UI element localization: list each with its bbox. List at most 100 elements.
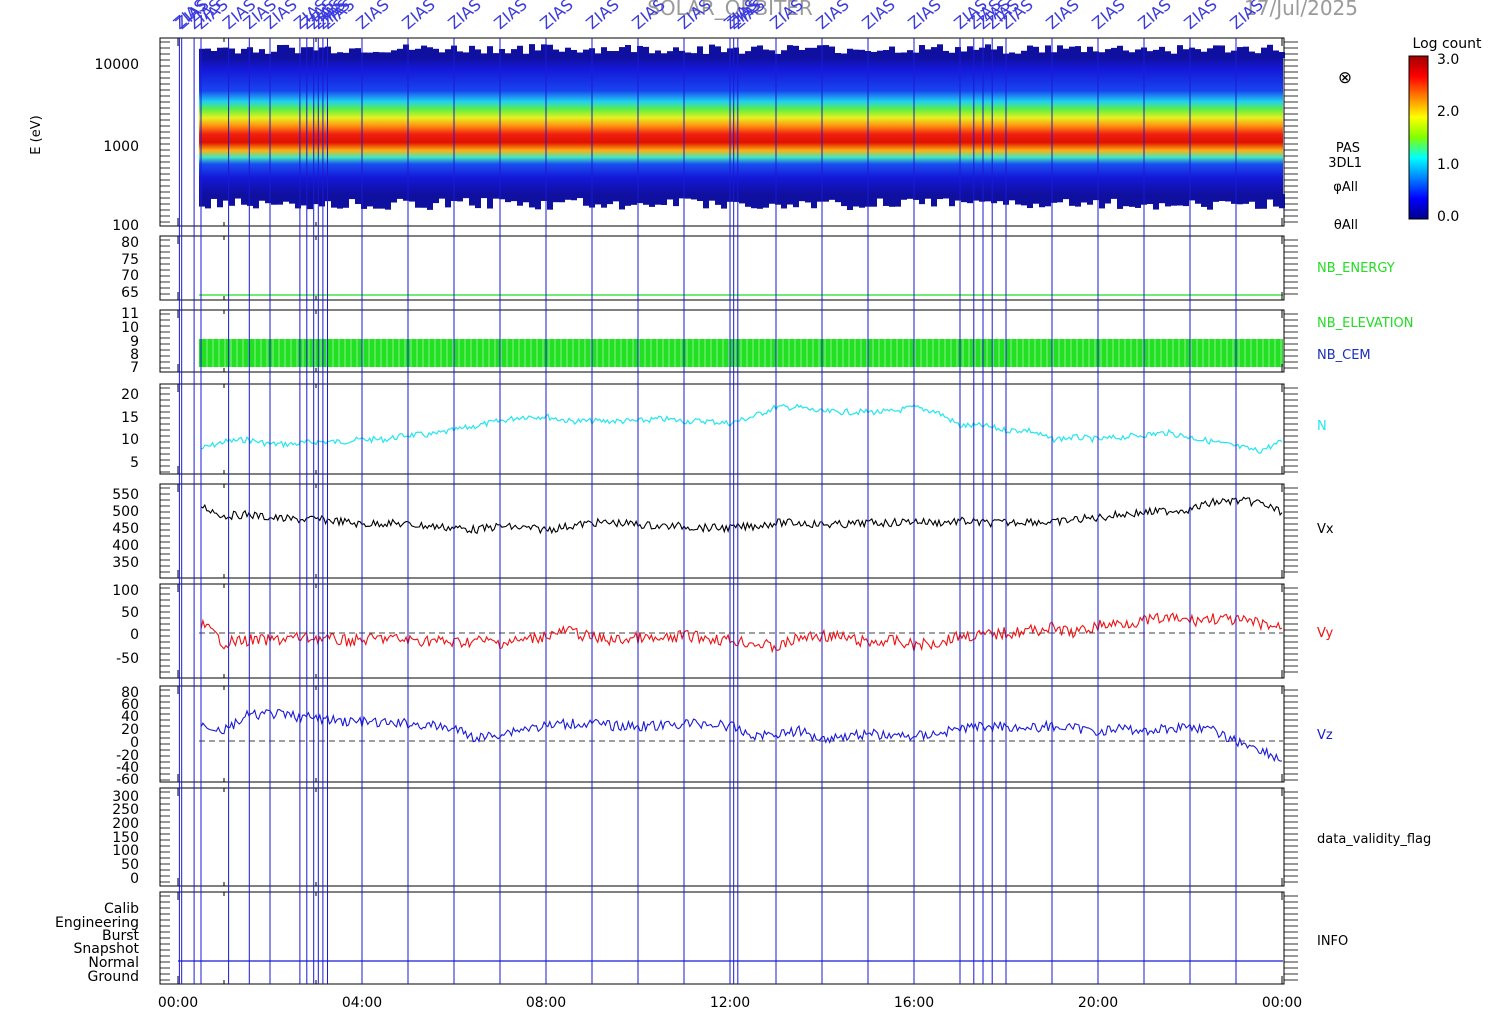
- spectrogram-edge-bottom: [517, 194, 523, 206]
- spectrogram-edge-top: [409, 49, 415, 58]
- spectrogram-edge-bottom: [595, 194, 601, 205]
- validity-ytick-250: 250: [112, 802, 139, 818]
- spectrogram-edge-top: [1105, 49, 1111, 58]
- spectrogram-edge-bottom: [751, 194, 757, 209]
- spectrogram-edge-bottom: [1081, 194, 1087, 203]
- spectrogram-edge-top: [745, 51, 751, 58]
- spectrogram-edge-top: [247, 47, 253, 58]
- spectrogram-edge-bottom: [229, 194, 235, 206]
- spectrogram-edge-top: [331, 53, 337, 58]
- event-label: ZIAS: [444, 0, 484, 33]
- spectrogram-edge-bottom: [457, 194, 463, 202]
- spectrogram-edge-top: [397, 48, 403, 58]
- vx-series-line: [200, 496, 1283, 535]
- spectrogram-edge-top: [313, 50, 319, 58]
- vx-frame: [159, 483, 1285, 579]
- spectrogram-edge-top: [685, 52, 691, 58]
- nb-cem-label: NB_CEM: [1317, 348, 1371, 363]
- spectrogram-edge-top: [607, 51, 613, 58]
- spectrogram-edge-top: [805, 47, 811, 58]
- spectrogram-edge-bottom: [661, 194, 667, 205]
- spectrogram-edge-bottom: [1225, 194, 1231, 202]
- spectrogram-edge-top: [1033, 46, 1039, 58]
- spectrogram-edge-top: [559, 51, 565, 58]
- spectrogram-edge-bottom: [421, 194, 427, 208]
- nb-elev-ytick-8: 8: [130, 347, 139, 363]
- spectrogram-edge-top: [289, 47, 295, 58]
- spectrogram-edge-top: [661, 53, 667, 58]
- spectrogram-edge-top: [925, 49, 931, 58]
- spectrogram-edge-bottom: [625, 194, 631, 206]
- validity-ytick-150: 150: [112, 830, 139, 846]
- spectrogram-edge-top: [991, 49, 997, 58]
- spectrogram-edge-top: [517, 45, 523, 58]
- time-tick-1600: 16:00: [894, 995, 934, 1011]
- vy-frame: [159, 583, 1285, 679]
- spectrogram-edge-top: [667, 51, 673, 58]
- spectrogram-edge-top: [919, 45, 925, 58]
- vy-ytick-50: 50: [121, 605, 139, 621]
- spectrogram-edge-bottom: [331, 194, 337, 208]
- spectrogram-edge-bottom: [877, 194, 883, 199]
- spectrogram-edge-top: [1225, 52, 1231, 58]
- spectrogram-edge-bottom: [1021, 194, 1027, 206]
- spectrogram-edge-top: [319, 47, 325, 58]
- nb-elevation-frame: [159, 309, 1285, 373]
- spectrogram-edge-bottom: [793, 194, 799, 208]
- spectrogram-edge-bottom: [1033, 194, 1039, 204]
- spectrogram-edge-bottom: [547, 194, 553, 210]
- vz-ytick-minus40: -40: [116, 760, 139, 776]
- spectrogram-edge-bottom: [937, 194, 943, 200]
- spectrogram-edge-top: [997, 46, 1003, 58]
- spectrogram-edge-top: [1183, 49, 1189, 58]
- info-ytick-snapshot: Snapshot: [74, 941, 140, 957]
- spectrogram-edge-bottom: [433, 194, 439, 204]
- spectrogram-edge-top: [229, 48, 235, 58]
- spectrogram-edge-top: [937, 44, 943, 58]
- spectrogram-edge-bottom: [1063, 194, 1069, 200]
- event-label: ZIAS: [582, 0, 622, 33]
- spectrogram-edge-top: [1081, 52, 1087, 58]
- density-series-line: [200, 403, 1283, 454]
- spectrogram-edge-top: [703, 53, 709, 58]
- nb-elevation-label: NB_ELEVATION: [1317, 316, 1414, 331]
- spectrogram-edge-bottom: [1099, 194, 1105, 209]
- spectrogram-edge-top: [1255, 53, 1261, 58]
- spectrogram-edge-top: [1069, 46, 1075, 58]
- spectrogram-edge-top: [943, 50, 949, 58]
- spectrogram-edge-bottom: [757, 194, 763, 209]
- spectrogram-edge-top: [1027, 45, 1033, 58]
- spectrogram-edge-bottom: [829, 194, 835, 200]
- vx-label: Vx: [1317, 522, 1334, 537]
- spectrogram-edge-top: [895, 52, 901, 58]
- vy-ytick-0: 0: [130, 627, 139, 643]
- spectrogram-edge-top: [1039, 52, 1045, 58]
- spectrogram-edge-bottom: [1111, 194, 1117, 199]
- event-label: ZIAS: [352, 0, 392, 33]
- vz-ytick-40: 40: [121, 709, 139, 725]
- validity-ytick-0: 0: [130, 871, 139, 887]
- spec-label-3dl1: 3DL1: [1328, 156, 1362, 171]
- nb-elevation-stripes: [200, 339, 1282, 367]
- time-tick-1200: 12:00: [710, 995, 750, 1011]
- spectrogram-edge-bottom: [577, 194, 583, 199]
- spectrogram-edge-top: [649, 53, 655, 58]
- spectrogram-edge-top: [967, 46, 973, 58]
- vz-panel: 80 60 40 20 0 -20 -40 -60 Vz: [116, 685, 1333, 788]
- direction-marker-icon: ⊗: [1338, 68, 1352, 88]
- spectrogram-edge-bottom: [403, 194, 409, 201]
- spectrogram-edge-top: [901, 52, 907, 58]
- spectrogram-edge-bottom: [1189, 194, 1195, 201]
- spectrogram-edge-top: [823, 45, 829, 58]
- density-frame: [159, 383, 1285, 475]
- spectrogram-edge-top: [1243, 46, 1249, 58]
- spectrogram-edge-top: [487, 46, 493, 58]
- spectrogram-edge-bottom: [349, 194, 355, 200]
- spectrogram-edge-top: [601, 47, 607, 58]
- spectrogram-edge-top: [385, 52, 391, 58]
- spectrogram-edge-top: [577, 52, 583, 58]
- spectrogram-edge-top: [403, 44, 409, 58]
- spectrogram-edge-bottom: [253, 194, 259, 209]
- spectrogram-edge-bottom: [745, 194, 751, 207]
- spectrogram-edge-top: [1195, 49, 1201, 58]
